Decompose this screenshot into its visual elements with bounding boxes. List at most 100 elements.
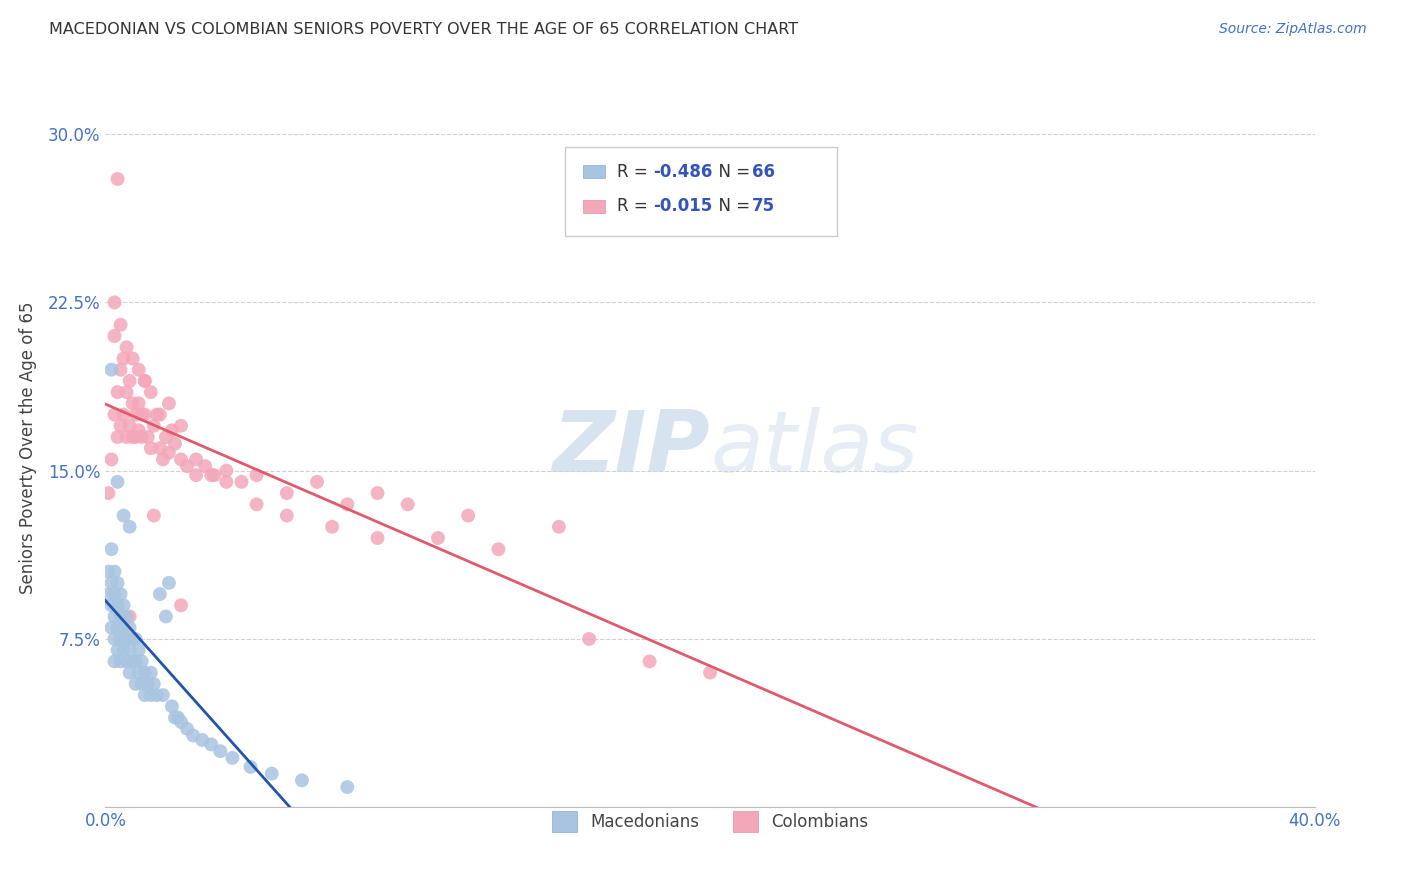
FancyBboxPatch shape (565, 146, 837, 236)
Point (121, 396, 143, 410)
Point (124, 632, 148, 646)
Point (136, 677, 159, 691)
Point (107, 385, 129, 400)
Point (100, 542, 122, 557)
Y-axis label: Seniors Poverty Over the Age of 65: Seniors Poverty Over the Age of 65 (18, 302, 37, 594)
Point (118, 609, 141, 624)
Point (157, 396, 180, 410)
Point (112, 599, 135, 613)
Point (110, 362, 132, 376)
Point (202, 468, 225, 483)
Point (136, 430, 159, 444)
Point (128, 396, 150, 410)
Point (176, 459, 198, 474)
Point (107, 643, 129, 657)
Point (118, 374, 141, 388)
Point (124, 430, 148, 444)
Point (128, 423, 150, 437)
Point (103, 329, 125, 343)
Point (97, 565, 120, 579)
Point (131, 430, 153, 444)
Point (128, 362, 150, 376)
Text: R =: R = (617, 162, 652, 181)
Point (215, 475, 238, 489)
Point (548, 520, 571, 534)
Point (578, 632, 600, 646)
Point (321, 520, 343, 534)
Point (107, 575, 129, 590)
Point (149, 408, 172, 422)
Point (221, 751, 243, 765)
Text: N =: N = (707, 162, 755, 181)
Point (155, 609, 177, 624)
Point (115, 430, 138, 444)
Point (100, 575, 122, 590)
Point (336, 780, 359, 794)
Text: 66: 66 (752, 162, 775, 181)
Text: N =: N = (707, 197, 755, 215)
Point (103, 587, 125, 601)
FancyBboxPatch shape (583, 165, 605, 178)
Point (163, 710, 186, 724)
Point (170, 714, 193, 729)
Point (336, 497, 359, 511)
Point (115, 609, 138, 624)
Point (134, 688, 156, 702)
Text: -0.486: -0.486 (654, 162, 713, 181)
Point (112, 351, 135, 366)
Point (134, 665, 156, 680)
Point (124, 408, 148, 422)
Point (100, 599, 122, 613)
Point (134, 374, 156, 388)
Point (131, 408, 153, 422)
Point (103, 632, 125, 646)
Point (186, 452, 208, 467)
Point (186, 468, 208, 483)
Point (239, 760, 262, 774)
Point (110, 609, 132, 624)
Text: ZIP: ZIP (553, 407, 710, 490)
Point (121, 351, 143, 366)
Point (110, 587, 132, 601)
Point (124, 654, 148, 668)
Point (112, 643, 135, 657)
Point (100, 621, 122, 635)
Point (215, 464, 238, 478)
Text: 75: 75 (752, 197, 776, 215)
Point (103, 565, 125, 579)
Point (100, 362, 122, 376)
Point (209, 744, 232, 758)
Point (167, 710, 190, 724)
Point (307, 475, 329, 489)
FancyBboxPatch shape (583, 200, 605, 212)
Point (152, 688, 174, 702)
Point (118, 621, 141, 635)
Point (427, 531, 450, 545)
Point (200, 738, 222, 752)
Point (699, 665, 721, 680)
Point (124, 677, 148, 691)
Point (170, 418, 193, 433)
Point (107, 621, 129, 635)
Point (107, 475, 129, 489)
Point (115, 654, 138, 668)
Point (638, 654, 661, 668)
Point (139, 442, 162, 455)
Point (107, 430, 129, 444)
Point (276, 508, 298, 523)
Point (366, 531, 388, 545)
Point (107, 172, 129, 186)
Point (112, 508, 135, 523)
Point (149, 587, 172, 601)
Legend: Macedonians, Colombians: Macedonians, Colombians (546, 805, 875, 838)
Point (134, 408, 156, 422)
Point (157, 575, 180, 590)
Point (103, 609, 125, 624)
Point (115, 385, 138, 400)
Point (131, 677, 153, 691)
Point (291, 773, 314, 788)
Point (128, 665, 150, 680)
Point (107, 599, 129, 613)
Point (152, 452, 174, 467)
Point (457, 508, 479, 523)
